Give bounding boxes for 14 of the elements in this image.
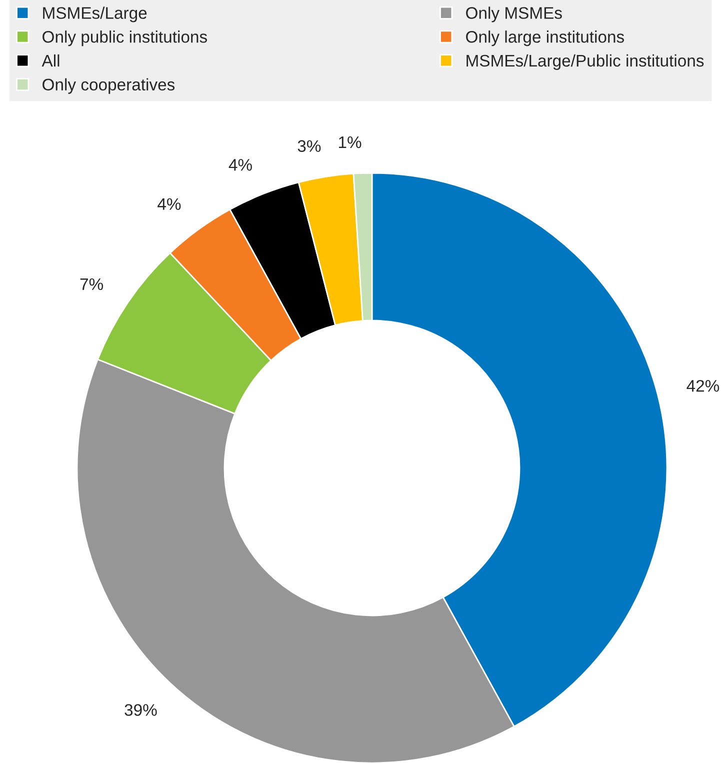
legend-label: All (42, 54, 60, 66)
legend-label: Only large institutions (466, 30, 624, 46)
data-label: 3% (298, 140, 321, 152)
data-label: 7% (80, 278, 104, 290)
legend-label: Only cooperatives (42, 78, 175, 94)
data-label: 4% (228, 159, 252, 171)
legend-label: MSMEs/Large/Public institutions (466, 54, 704, 70)
data-label: 4% (158, 198, 181, 210)
data-label: 1% (338, 136, 362, 148)
data-label: 42% (686, 380, 720, 392)
legend-label: MSMEs/Large (43, 6, 147, 22)
legend-label: Only MSMEs (466, 6, 562, 22)
data-label: 39% (124, 704, 157, 716)
legend-label: Only public institutions (42, 30, 207, 46)
